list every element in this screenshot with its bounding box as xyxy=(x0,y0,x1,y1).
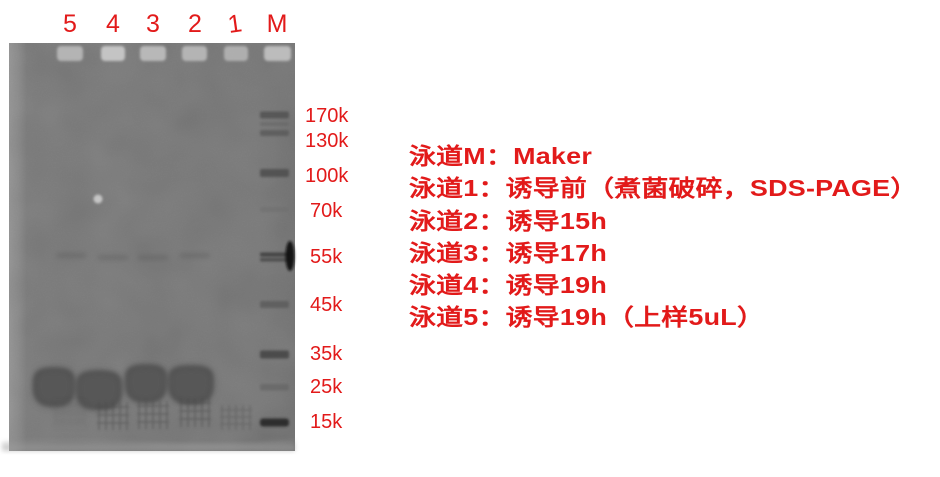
svg-text:2: 2 xyxy=(188,10,202,38)
svg-text:100k: 100k xyxy=(305,165,349,187)
svg-text:130k: 130k xyxy=(305,130,349,152)
svg-text:45k: 45k xyxy=(310,294,343,316)
svg-text:M: M xyxy=(267,10,288,38)
svg-text:35k: 35k xyxy=(310,343,343,365)
svg-text:70k: 70k xyxy=(310,200,343,222)
svg-text:4: 4 xyxy=(106,10,120,38)
svg-text:5: 5 xyxy=(63,10,77,38)
svg-text:15k: 15k xyxy=(310,411,343,433)
svg-text:25k: 25k xyxy=(310,376,343,398)
svg-text:3: 3 xyxy=(146,10,160,38)
svg-text:55k: 55k xyxy=(310,246,343,268)
svg-text:170k: 170k xyxy=(305,105,349,127)
